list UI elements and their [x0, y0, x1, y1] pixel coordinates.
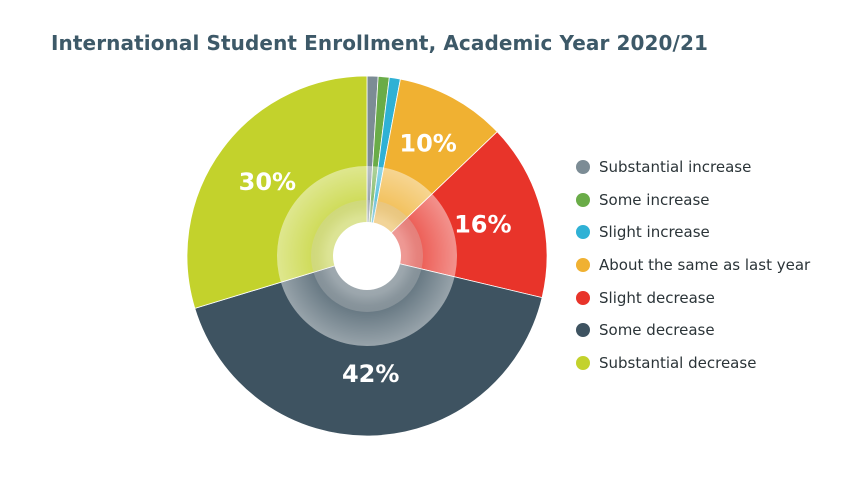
legend-swatch-icon — [576, 355, 590, 370]
pie-chart: 10% 16% 42% 30% — [186, 75, 548, 437]
legend: Substantial increase Some increase Slight … — [576, 151, 810, 379]
legend-swatch-icon — [576, 290, 590, 305]
legend-swatch-icon — [576, 225, 590, 240]
pie-data-label-6: 30% — [239, 168, 296, 196]
pie-slice-5 — [194, 255, 543, 437]
legend-label: Slight increase — [599, 223, 710, 242]
legend-label: About the same as last year — [599, 256, 811, 275]
legend-label: Some decrease — [599, 321, 715, 340]
pie-center-hub — [277, 166, 457, 346]
legend-item: Some increase — [576, 184, 810, 217]
legend-label: Substantial increase — [599, 158, 752, 177]
pie-data-label-3: 10% — [399, 130, 456, 158]
legend-swatch-icon — [576, 258, 590, 273]
legend-swatch-icon — [576, 192, 590, 207]
legend-swatch-icon — [576, 323, 590, 338]
legend-item: Slight increase — [576, 216, 810, 249]
chart-title: International Student Enrollment, Academ… — [51, 31, 708, 55]
legend-item: Some decrease — [576, 314, 810, 347]
legend-label: Slight decrease — [599, 288, 715, 307]
legend-label: Some increase — [599, 190, 710, 209]
legend-item: Slight decrease — [576, 281, 810, 314]
legend-swatch-icon — [576, 160, 590, 175]
pie-data-label-5: 42% — [342, 360, 399, 388]
pie-data-label-4: 16% — [454, 211, 511, 239]
legend-item: Substantial increase — [576, 151, 810, 184]
pie-labels: 10% 16% 42% 30% — [239, 130, 512, 388]
legend-item: Substantial decrease — [576, 347, 810, 380]
legend-label: Substantial decrease — [599, 353, 757, 372]
legend-item: About the same as last year — [576, 249, 810, 282]
